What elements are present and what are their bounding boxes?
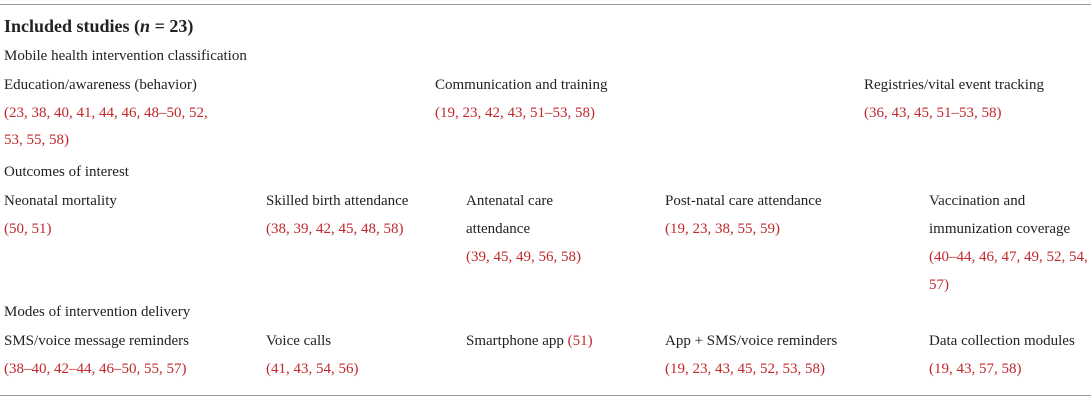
table-title: Included studies (n = 23) xyxy=(4,16,194,36)
mode-data-collection-label: Data collection modules xyxy=(929,333,1075,349)
outcome-antenatal-refs[interactable]: (39, 45, 49, 56, 58) xyxy=(466,249,581,265)
category-registries-label: Registries/vital event tracking xyxy=(864,77,1044,93)
category-registries-refs[interactable]: (36, 43, 45, 51–53, 58) xyxy=(864,105,1002,121)
category-education-label: Education/awareness (behavior) xyxy=(4,77,197,93)
mode-voice-refs[interactable]: (41, 43, 54, 56) xyxy=(266,361,359,377)
mode-app-sms-refs[interactable]: (19, 23, 43, 45, 52, 53, 58) xyxy=(665,361,825,377)
outcome-antenatal-label-line2: attendance xyxy=(466,221,531,237)
outcome-antenatal-label-line1: Antenatal care xyxy=(466,193,554,209)
top-rule xyxy=(0,4,1091,5)
mode-voice-label: Voice calls xyxy=(266,333,332,349)
mode-smartphone-refs[interactable]: (51) xyxy=(567,333,593,349)
outcome-neonatal-label: Neonatal mortality xyxy=(4,193,117,209)
outcome-skilled-refs[interactable]: (38, 39, 42, 45, 48, 58) xyxy=(266,221,404,237)
bottom-rule xyxy=(0,395,1091,396)
category-communication-label: Communication and training xyxy=(435,77,608,93)
category-education-refs-line1[interactable]: (23, 38, 40, 41, 44, 46, 48–50, 52, xyxy=(4,105,208,121)
outcome-vaccination-refs-line1[interactable]: (40–44, 46, 47, 49, 52, 54, xyxy=(929,249,1088,265)
outcome-vaccination-refs-line2[interactable]: 57) xyxy=(929,277,949,293)
outcome-skilled-label: Skilled birth attendance xyxy=(266,193,409,209)
mode-app-sms-label: App + SMS/voice reminders xyxy=(665,333,838,349)
mode-smartphone-cell: Smartphone app (51) xyxy=(466,330,593,352)
outcome-vaccination-label-line2: immunization coverage xyxy=(929,221,1071,237)
mode-sms-refs[interactable]: (38–40, 42–44, 46–50, 55, 57) xyxy=(4,361,187,377)
mode-data-collection-refs[interactable]: (19, 43, 57, 58) xyxy=(929,361,1022,377)
outcome-postnatal-refs[interactable]: (19, 23, 38, 55, 59) xyxy=(665,221,780,237)
outcome-vaccination-label-line1: Vaccination and xyxy=(929,193,1026,209)
mode-smartphone-label: Smartphone app xyxy=(466,333,564,349)
section-heading-outcomes: Outcomes of interest xyxy=(4,164,129,180)
mode-sms-label: SMS/voice message reminders xyxy=(4,333,189,349)
outcome-neonatal-refs[interactable]: (50, 51) xyxy=(4,221,52,237)
section-heading-intervention: Mobile health intervention classificatio… xyxy=(4,48,247,64)
section-heading-modes: Modes of intervention delivery xyxy=(4,304,191,320)
outcome-postnatal-label: Post-natal care attendance xyxy=(665,193,822,209)
category-communication-refs[interactable]: (19, 23, 42, 43, 51–53, 58) xyxy=(435,105,595,121)
category-education-refs-line2[interactable]: 53, 55, 58) xyxy=(4,132,69,148)
